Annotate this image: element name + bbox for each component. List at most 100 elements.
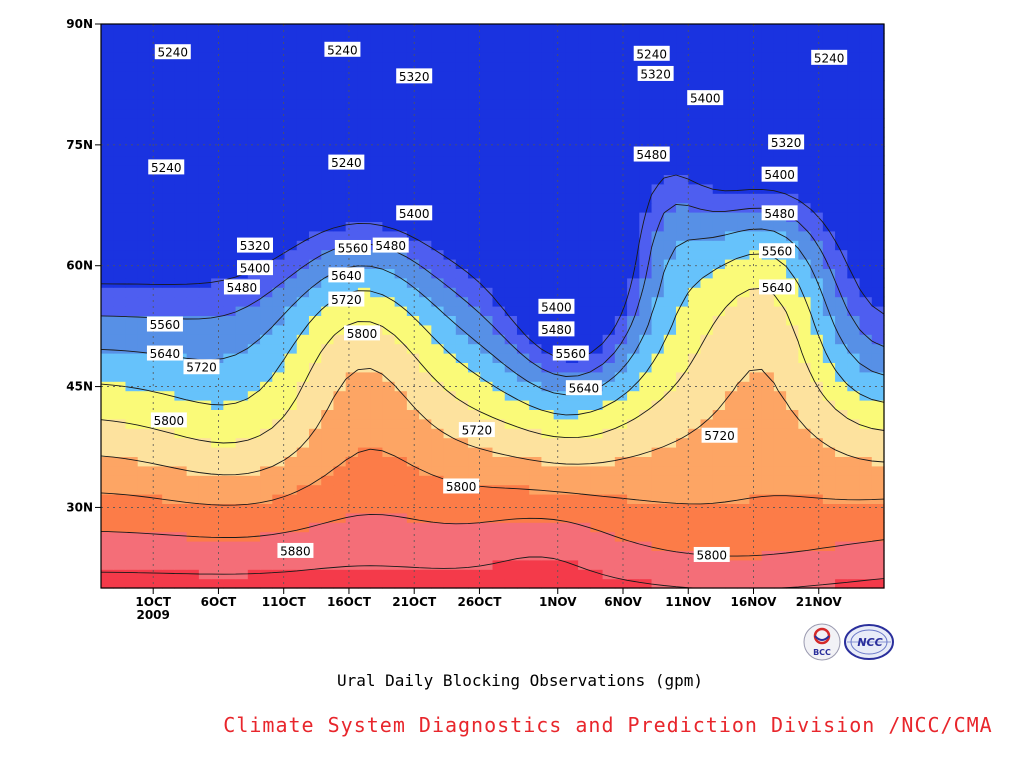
fill-cell <box>480 221 494 232</box>
fill-cell <box>137 183 151 194</box>
fill-cell <box>198 249 212 260</box>
fill-cell <box>235 418 249 429</box>
fill-cell <box>321 371 335 382</box>
fill-cell <box>394 362 408 373</box>
fill-cell <box>260 127 273 138</box>
fill-cell <box>272 221 286 232</box>
fill-cell <box>406 136 420 147</box>
fill-cell <box>504 127 518 138</box>
fill-cell <box>211 475 224 486</box>
fill-cell <box>137 52 151 63</box>
fill-cell <box>639 362 653 373</box>
fill-cell <box>847 33 861 44</box>
fill-cell <box>529 230 543 241</box>
fill-cell <box>663 456 677 467</box>
fill-cell <box>113 277 127 288</box>
fill-cell <box>724 165 738 175</box>
fill-cell <box>211 512 224 523</box>
fill-cell <box>700 155 714 166</box>
fill-cell <box>382 456 396 467</box>
fill-cell <box>272 193 286 204</box>
fill-cell <box>406 531 420 542</box>
fill-cell <box>186 89 200 100</box>
fill-cell <box>504 221 518 232</box>
fill-cell <box>321 33 335 44</box>
fill-cell <box>455 287 469 298</box>
fill-cell <box>565 193 579 204</box>
fill-cell <box>516 296 530 307</box>
fill-cell <box>712 118 726 128</box>
fill-cell <box>541 193 555 204</box>
fill-cell <box>627 174 640 185</box>
fill-cell <box>602 287 616 298</box>
fill-cell <box>468 531 481 542</box>
fill-cell <box>835 259 848 269</box>
fill-cell <box>810 437 824 448</box>
contour-label-text: 5880 <box>280 544 311 558</box>
fill-cell <box>162 465 175 476</box>
fill-cell <box>308 118 322 128</box>
contour-label-box <box>146 345 183 361</box>
fill-cell <box>235 559 249 570</box>
fill-cell <box>419 155 432 166</box>
fill-cell <box>284 531 298 542</box>
fill-cell <box>712 390 726 401</box>
fill-cell <box>260 447 273 457</box>
fill-cell <box>835 343 848 354</box>
fill-cell <box>406 99 420 110</box>
fill-cell <box>590 531 604 542</box>
fill-cell <box>663 127 677 138</box>
fill-cell <box>822 334 836 345</box>
fill-cell <box>394 127 408 138</box>
contour-label: 5640 <box>565 380 602 396</box>
fill-cell <box>284 484 298 495</box>
fill-cell <box>345 494 359 504</box>
fill-cell <box>602 437 616 448</box>
fill-cell <box>786 118 799 128</box>
fill-cell <box>663 400 677 410</box>
fill-cell <box>455 343 469 354</box>
fill-cell <box>663 136 677 147</box>
fill-cell <box>333 334 347 345</box>
fill-cell <box>737 353 751 363</box>
fill-cell <box>357 127 371 138</box>
fill-cell <box>235 71 249 81</box>
fill-cell <box>688 155 702 166</box>
fill-cell <box>871 550 885 561</box>
fill-cell <box>296 390 310 401</box>
fill-cell <box>431 456 445 467</box>
fill-cell <box>149 437 163 448</box>
fill-cell <box>419 296 432 307</box>
contour-label: 5560 <box>552 345 589 361</box>
fill-cell <box>260 146 273 157</box>
fill-cell <box>578 71 591 81</box>
fill-cell <box>198 155 212 166</box>
fill-cell <box>284 400 298 410</box>
fill-cell <box>541 315 555 326</box>
fill-cell <box>333 324 347 335</box>
fill-cell <box>712 259 726 269</box>
fill-cell <box>712 24 726 34</box>
fill-cell <box>504 315 518 326</box>
fill-cell <box>553 202 567 213</box>
fill-cell <box>260 212 273 222</box>
fill-cell <box>431 42 445 53</box>
fill-cell <box>822 353 836 363</box>
fill-cell <box>455 334 469 345</box>
fill-cell <box>137 174 151 185</box>
fill-cell <box>333 494 347 504</box>
fill-cell <box>406 108 420 119</box>
fill-cell <box>468 287 481 298</box>
fill-cell <box>174 456 188 467</box>
fill-cell <box>308 362 322 373</box>
fill-cell <box>676 202 689 213</box>
fill-cell <box>113 447 127 457</box>
fill-cell <box>822 24 836 34</box>
fill-cell <box>835 371 848 382</box>
fill-cell <box>431 155 445 166</box>
fill-cell <box>357 61 371 72</box>
fill-cell <box>113 418 127 429</box>
fill-cell <box>773 390 787 401</box>
fill-cell <box>639 202 653 213</box>
fill-cell <box>260 296 273 307</box>
